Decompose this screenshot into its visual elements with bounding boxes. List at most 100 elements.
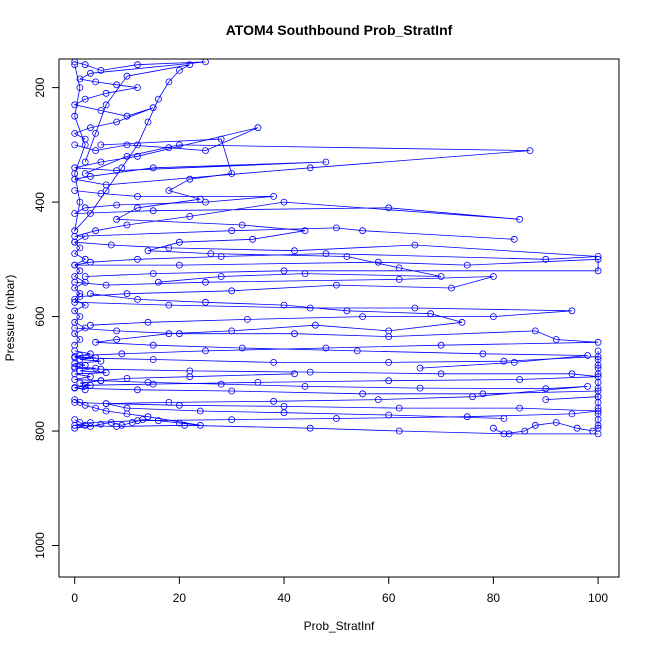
- series-9-point-9: [76, 290, 84, 298]
- series-14-point-14: [238, 344, 246, 352]
- series-13-point-2: [228, 170, 236, 177]
- series-13-point-10: [249, 235, 257, 243]
- series-11: [71, 396, 204, 432]
- series-0-point-2: [97, 67, 105, 74]
- x-tick-label-3: 60: [382, 591, 396, 605]
- series-14-point-10: [165, 330, 173, 338]
- series-15-point-14: [102, 400, 110, 408]
- series-13: [97, 135, 445, 286]
- series-8-point-17: [521, 427, 529, 435]
- series-11-point-10: [154, 417, 162, 425]
- series-1-point-17: [175, 141, 183, 149]
- series-12-point-18: [92, 129, 99, 137]
- series-10-point-19: [81, 386, 89, 394]
- series-6-point-15: [359, 390, 367, 398]
- series-13-point-7: [113, 215, 120, 223]
- series-9-point-15: [81, 255, 89, 263]
- series-4-point-1: [102, 281, 110, 289]
- series-14-point-11: [113, 336, 120, 343]
- series-5-point-1: [113, 327, 120, 335]
- series-12-point-14: [175, 67, 183, 74]
- series-13-point-6: [134, 204, 141, 212]
- series-5-point-7: [594, 338, 602, 346]
- series-10-point-11: [102, 369, 110, 377]
- series-1-point-12: [87, 172, 94, 180]
- series-11-point-17: [81, 401, 89, 409]
- series-2-point-6: [81, 204, 89, 212]
- series-13-point-14: [343, 253, 351, 260]
- series-15-point-17: [280, 409, 288, 417]
- y-tick-label-4: 1000: [33, 532, 47, 559]
- series-1-point-6: [134, 152, 141, 160]
- series-13-point-19: [154, 278, 162, 286]
- series-8-point-15: [552, 419, 560, 426]
- series-3-point-3: [291, 247, 298, 255]
- series-2: [71, 187, 523, 243]
- series-9-point-7: [81, 301, 89, 309]
- series-0-point-16: [113, 118, 120, 126]
- series-0-point-9: [134, 84, 141, 91]
- series-4-point-16: [359, 313, 367, 321]
- series-14-point-2: [202, 298, 209, 306]
- series-13-point-1: [217, 135, 225, 143]
- series-9-point-19: [81, 232, 89, 240]
- series-5-line: [74, 327, 599, 366]
- series-9-point-3: [81, 324, 89, 332]
- series-5-point-9: [322, 344, 330, 352]
- series-3-point-4: [411, 241, 419, 249]
- series-13-point-3: [186, 175, 194, 183]
- series-12-point-6: [71, 227, 79, 235]
- series-11-point-4: [87, 423, 94, 430]
- series-7-point-9: [332, 415, 340, 422]
- series-12-point-13: [165, 78, 173, 86]
- series-2-point-16: [228, 227, 236, 235]
- series-11-point-8: [128, 419, 136, 426]
- series-7-point-17: [395, 427, 403, 435]
- series-5-point-6: [552, 336, 560, 343]
- series-8-point-16: [531, 421, 539, 429]
- series-9-point-13: [76, 267, 84, 275]
- series-10-point-14: [71, 376, 79, 383]
- series-11-point-6: [107, 419, 115, 426]
- series-15-point-0: [291, 370, 298, 378]
- series-15-point-1: [186, 373, 194, 381]
- series-1-point-10: [322, 158, 330, 166]
- series-4-point-5: [448, 284, 455, 292]
- series-12-point-16: [123, 72, 131, 80]
- y-tick-label-1: 400: [33, 192, 47, 212]
- series-5-point-8: [437, 341, 445, 349]
- series-1-line: [74, 127, 531, 186]
- series-15-point-18: [385, 411, 393, 419]
- series-12-point-8: [102, 187, 110, 195]
- series-9-point-4: [71, 318, 79, 326]
- series-11-point-18: [76, 398, 84, 406]
- series-5-point-3: [291, 330, 298, 338]
- series-10-point-8: [71, 363, 79, 371]
- series-12-point-4: [71, 170, 79, 177]
- chart-title: ATOM4 Southbound Prob_StratInf: [226, 22, 453, 38]
- series-10-point-4: [76, 356, 84, 363]
- series-2-point-8: [149, 207, 157, 215]
- series-11-point-13: [144, 413, 152, 421]
- series-12-point-7: [87, 210, 94, 217]
- series-10-point-16: [76, 379, 84, 387]
- series-3-point-12: [175, 261, 183, 269]
- series-15-point-7: [416, 384, 424, 392]
- series-12-point-9: [118, 164, 126, 172]
- series-4-point-2: [202, 278, 209, 286]
- series-11-point-11: [175, 419, 183, 427]
- series-2-point-9: [385, 204, 393, 212]
- series-1-point-7: [97, 158, 105, 166]
- series-4-point-6: [332, 281, 340, 289]
- y-tick-label-2: 600: [33, 306, 47, 326]
- series-5-point-5: [531, 327, 539, 335]
- x-tick-label-0: 0: [71, 591, 78, 605]
- series-12-point-12: [154, 95, 162, 103]
- x-axis-label: Prob_StratInf: [304, 619, 375, 633]
- series-3-point-1: [107, 241, 115, 249]
- series-10-point-7: [81, 361, 89, 369]
- series-14-point-4: [343, 307, 351, 315]
- series-15-point-15: [123, 404, 131, 412]
- series-14-point-0: [87, 290, 94, 298]
